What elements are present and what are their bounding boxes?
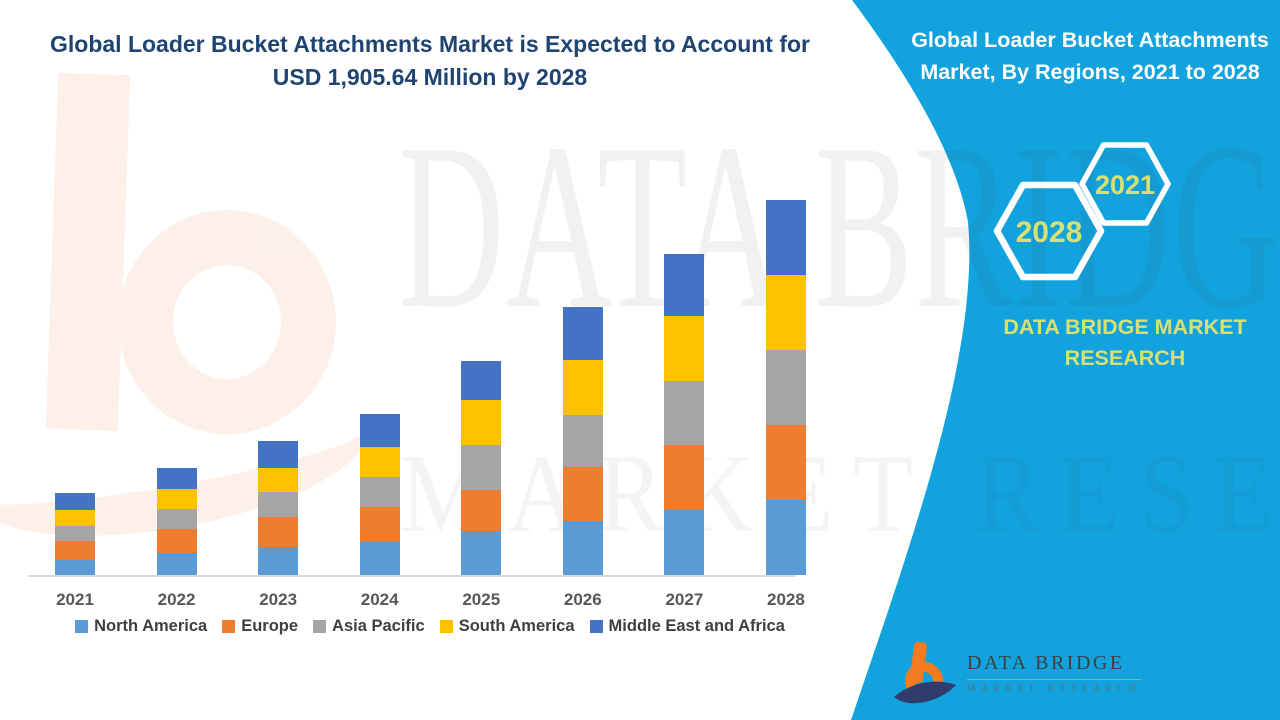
segment-middle-east-and-africa [461,360,502,400]
legend-swatch-icon [313,620,327,633]
x-axis-labels: 2021 2022 2023 2024 2025 2026 2027 2028 [55,590,806,610]
segment-north-america [359,541,400,575]
segment-middle-east-and-africa [55,492,95,511]
legend-item-north-america: North America [75,617,207,636]
segment-asia-pacific [562,415,603,468]
legend-label: North America [94,617,208,635]
x-axis-label-2023: 2023 [259,590,298,609]
segment-europe [258,516,299,548]
x-axis-label-2024: 2024 [360,590,399,609]
legend-item-asia-pacific: Asia Pacific [313,617,425,636]
legend-item-middle-east-and-africa: Middle East and Africa [589,617,785,636]
segment-asia-pacific [156,508,197,530]
segment-south-america [461,399,502,445]
segment-middle-east-and-africa [664,254,705,317]
segment-asia-pacific [461,444,502,491]
bar-2027 [664,254,705,575]
bar-2021 [55,492,95,575]
legend-swatch-icon [439,620,453,633]
legend-label: Asia Pacific [332,617,425,635]
side-panel-title: Global Loader Bucket Attachments Market,… [911,28,1269,85]
footer-logo-text: DATA BRIDGE MARKET RESEARCH [967,640,1142,694]
page-title: Global Loader Bucket Attachments Market … [28,28,832,95]
segment-south-america [664,316,705,382]
x-axis-line [28,575,796,577]
segment-europe [461,490,502,531]
bar-2025 [461,360,502,575]
x-axis-label-2027: 2027 [665,590,704,609]
segment-europe [359,506,400,542]
segment-south-america [562,360,603,416]
segment-north-america [765,500,806,575]
legend-label: Europe [241,617,299,635]
x-axis-label-2026: 2026 [563,590,602,609]
b-icon-swoosh [894,681,956,704]
segment-europe [55,540,95,561]
legend-label: Middle East and Africa [608,617,785,635]
segment-asia-pacific [664,381,705,446]
bar-2026 [562,307,603,575]
chart-legend: North America Europe Asia Pacific South Ame… [30,617,830,636]
legend-item-europe: Europe [222,617,298,636]
footer-brand-subtitle: MARKET RESEARCH [967,684,1142,694]
segment-north-america [156,552,197,575]
page-title-line1: Global Loader Bucket Attachments Market … [50,31,810,57]
segment-south-america [258,468,299,492]
segment-north-america [461,530,502,575]
side-panel-background [851,0,1280,720]
panel-brand-line2: RESEARCH [1064,346,1186,371]
segment-middle-east-and-africa [562,307,603,361]
segment-asia-pacific [55,525,95,541]
page-title-line2: USD 1,905.64 Million by 2028 [272,64,588,91]
bar-2023 [258,441,299,575]
segment-middle-east-and-africa [156,468,197,490]
segment-europe [765,425,806,500]
bar-2028 [765,200,806,575]
segment-south-america [156,489,197,509]
data-bridge-b-icon [894,641,956,704]
bar-2022 [156,468,197,575]
segment-north-america [55,560,95,575]
segment-europe [664,445,705,511]
segment-asia-pacific [765,350,806,425]
legend-item-south-america: South America [439,617,575,636]
segment-north-america [664,510,705,575]
segment-europe [156,529,197,553]
segment-middle-east-and-africa [765,200,806,275]
x-axis-label-2021: 2021 [56,590,94,609]
footer-brand-logo: DATA BRIDGE MARKET RESEARCH [893,640,1142,710]
stacked-bar-chart [55,190,806,575]
bar-2024 [359,414,400,575]
segment-asia-pacific [258,491,299,517]
legend-swatch-icon [589,620,603,633]
segment-middle-east-and-africa [359,414,400,448]
legend-label: South America [458,617,575,635]
panel-brand-text: DATA BRIDGE MARKET RESEARCH [965,312,1280,374]
footer-brand-name: DATA BRIDGE [967,652,1142,680]
x-axis-label-2028: 2028 [767,590,805,609]
segment-south-america [765,275,806,350]
segment-asia-pacific [359,477,400,507]
x-axis-label-2022: 2022 [157,590,196,609]
segment-middle-east-and-africa [258,441,299,469]
x-axis-label-2025: 2025 [462,590,501,609]
segment-north-america [562,521,603,575]
segment-europe [562,467,603,522]
legend-swatch-icon [222,620,236,633]
panel-brand-line1: DATA BRIDGE MARKET [1003,315,1247,339]
segment-north-america [258,547,299,575]
legend-swatch-icon [75,620,89,633]
segment-south-america [55,510,95,526]
segment-south-america [359,447,400,478]
